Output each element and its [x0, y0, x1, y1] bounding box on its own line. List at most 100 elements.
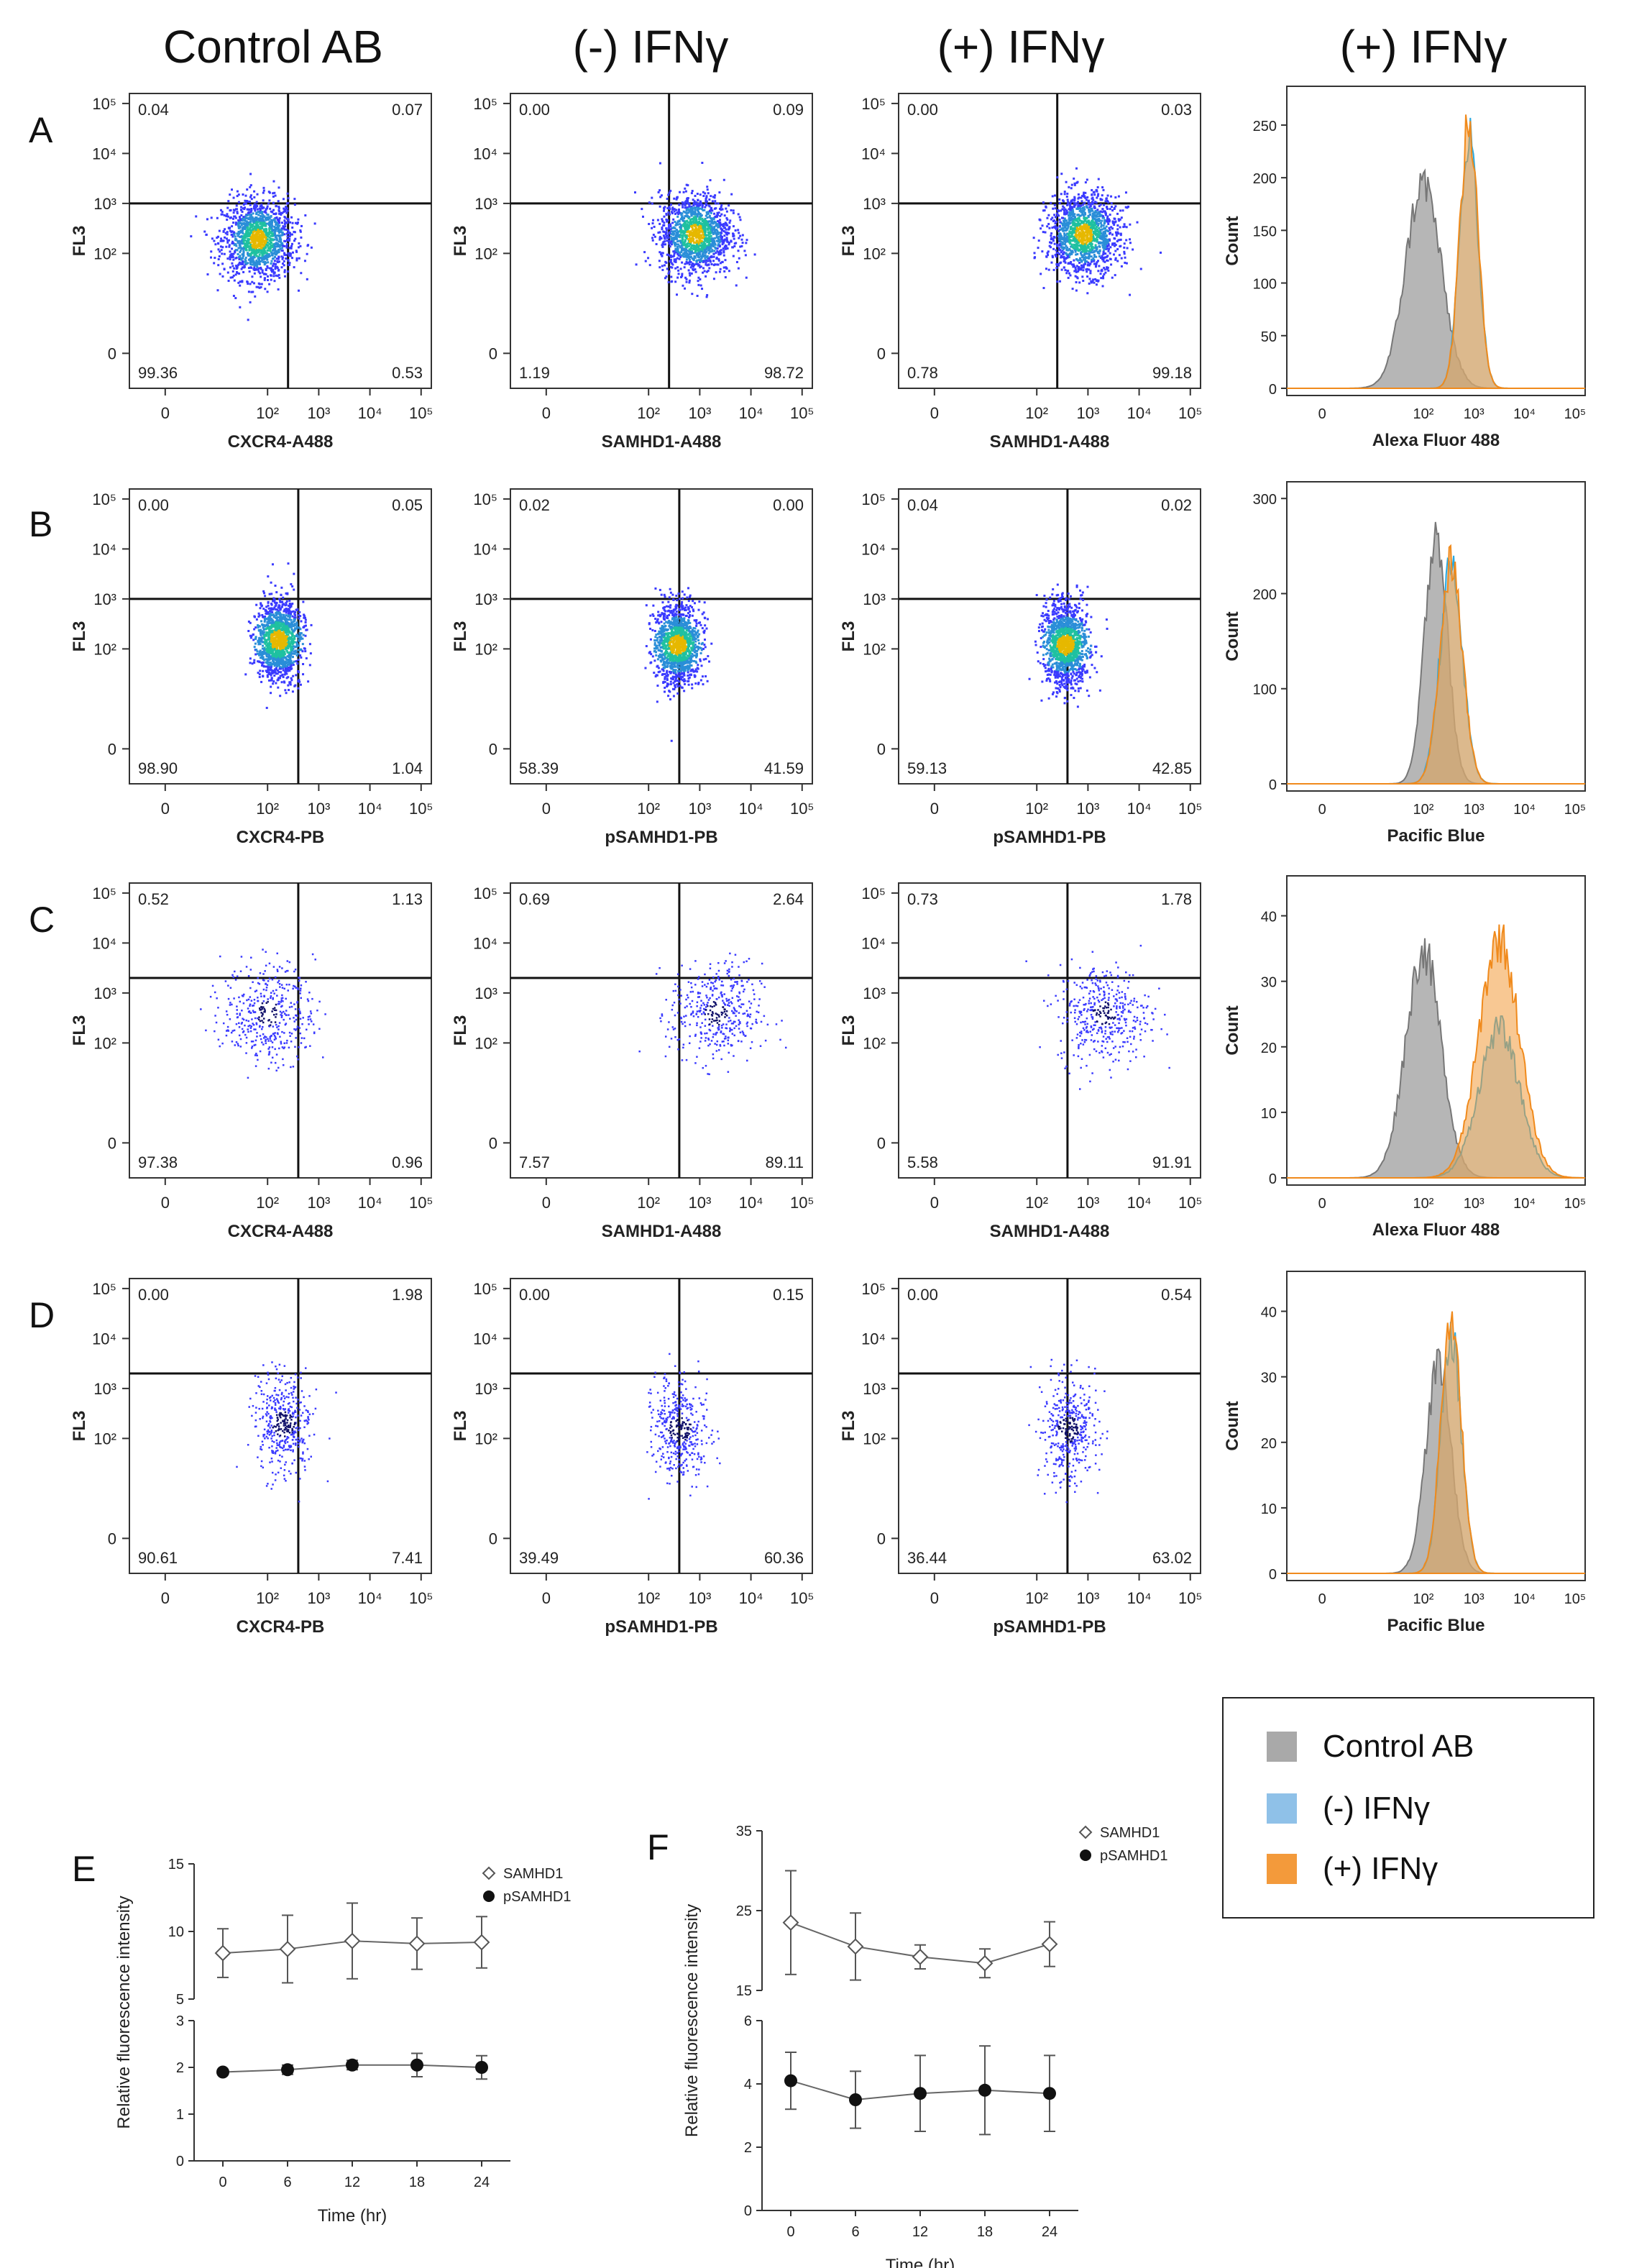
event-dot	[664, 243, 667, 246]
event-dot	[703, 250, 706, 253]
event-dot	[278, 276, 281, 279]
event-dot	[671, 221, 674, 224]
event-dot	[1094, 220, 1097, 223]
event-dot	[270, 278, 272, 281]
event-dot	[712, 216, 715, 219]
event-dot	[1083, 237, 1086, 240]
event-dot	[1106, 199, 1109, 202]
event-dot	[293, 613, 296, 616]
event-dot	[284, 660, 287, 663]
event-dot	[241, 227, 244, 229]
event-dot	[1050, 237, 1053, 239]
event-dot	[270, 210, 272, 213]
event-dot	[694, 209, 697, 211]
x-tick-label: 0	[161, 404, 170, 422]
event-dot	[259, 239, 262, 242]
event-dot	[697, 212, 699, 215]
event-dot	[702, 251, 705, 254]
event-dot	[1053, 214, 1056, 216]
event-dot	[717, 258, 720, 261]
event-dot	[263, 277, 266, 280]
event-dot	[1060, 243, 1063, 246]
event-dot	[706, 186, 709, 188]
event-dot	[257, 210, 260, 213]
event-dot	[698, 239, 701, 242]
event-dot	[684, 247, 687, 250]
event-dot	[1080, 268, 1083, 271]
event-dot	[1064, 261, 1067, 264]
y-tick-label: 0	[108, 344, 116, 362]
event-dot	[1093, 281, 1096, 284]
event-dot	[701, 236, 704, 239]
event-dot	[221, 252, 224, 255]
event-dot	[717, 259, 720, 262]
event-dot	[1078, 216, 1080, 219]
event-dot	[696, 248, 699, 251]
event-dot	[1088, 278, 1091, 280]
event-dot	[1055, 255, 1057, 258]
event-dot	[274, 220, 277, 223]
event-dot	[710, 225, 713, 228]
event-dot	[1102, 275, 1105, 278]
event-dot	[282, 621, 285, 624]
event-dot	[261, 252, 264, 255]
event-dot	[723, 270, 726, 273]
event-dot	[1086, 220, 1089, 223]
event-dot	[706, 270, 709, 273]
event-dot	[1080, 196, 1083, 199]
event-dot	[702, 226, 705, 229]
event-dot	[237, 234, 239, 237]
event-dot	[294, 237, 297, 240]
event-dot	[1060, 236, 1063, 239]
event-dot	[261, 221, 264, 224]
event-dot	[1060, 173, 1063, 175]
event-dot	[1068, 240, 1071, 243]
event-dot	[239, 240, 242, 243]
event-dot	[676, 196, 679, 198]
event-dot	[286, 217, 289, 220]
event-dot	[1126, 247, 1129, 250]
event-dot	[249, 226, 252, 229]
event-dot	[1114, 244, 1117, 247]
event-dot	[1065, 219, 1068, 222]
event-dot	[1070, 209, 1073, 211]
event-dot	[277, 229, 280, 232]
event-dot	[281, 250, 284, 252]
event-dot	[1103, 237, 1106, 239]
event-dot	[261, 211, 264, 214]
event-dot	[1064, 269, 1067, 272]
event-dot	[1053, 242, 1056, 245]
event-dot	[670, 230, 673, 233]
event-dot	[237, 219, 240, 221]
event-dot	[239, 231, 242, 234]
event-dot	[702, 191, 705, 193]
event-dot	[682, 253, 685, 256]
event-dot	[288, 237, 291, 240]
event-dot	[1061, 227, 1064, 230]
event-dot	[1076, 214, 1079, 216]
event-dot	[688, 244, 691, 247]
event-dot	[1032, 237, 1035, 239]
event-dot	[678, 244, 681, 247]
event-dot	[1081, 255, 1084, 257]
event-dot	[707, 204, 710, 207]
event-dot	[239, 255, 242, 257]
event-dot	[1084, 250, 1087, 253]
event-dot	[1095, 264, 1098, 267]
event-dot	[719, 268, 722, 270]
event-dot	[715, 232, 717, 235]
event-dot	[1057, 264, 1060, 267]
event-dot	[253, 190, 256, 193]
event-dot	[214, 257, 216, 260]
event-dot	[234, 243, 237, 246]
event-dot	[1075, 281, 1078, 284]
event-dot	[299, 229, 302, 232]
event-dot	[1065, 212, 1068, 215]
event-dot	[262, 644, 265, 647]
event-dot	[1074, 222, 1077, 225]
event-dot	[686, 226, 689, 229]
event-dot	[1108, 238, 1111, 241]
event-dot	[1096, 209, 1099, 211]
event-dot	[254, 636, 257, 639]
event-dot	[1081, 275, 1084, 278]
